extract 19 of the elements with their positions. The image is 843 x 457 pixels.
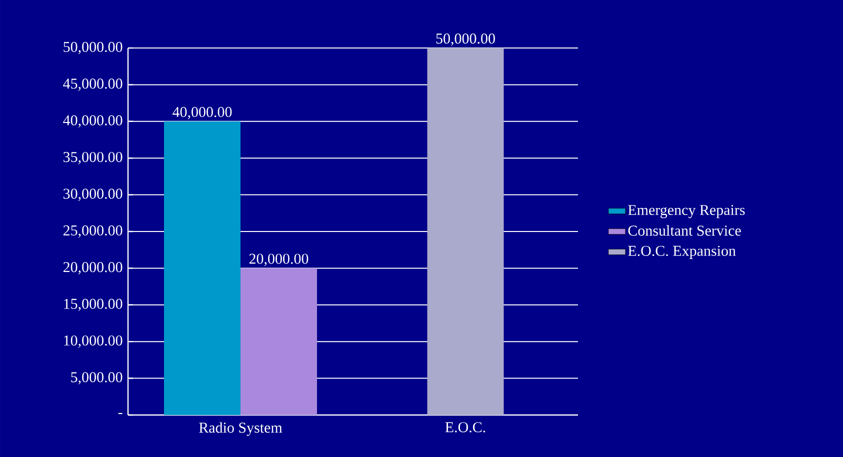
legend-label: E.O.C. Expansion [628, 246, 736, 259]
y-tick-label: 30,000.00 [64, 188, 122, 201]
data-label: 20,000.00 [249, 254, 308, 266]
legend-label: Emergency Repairs [628, 204, 745, 218]
data-label: 40,000.00 [172, 106, 232, 120]
x-tick-label: E.O.C. [445, 422, 486, 432]
y-tick-label: 25,000.00 [63, 225, 122, 238]
data-label: 50,000.00 [436, 34, 495, 46]
y-tick-label: 40,000.00 [63, 115, 122, 128]
y-tick-label: 15,000.00 [64, 298, 122, 312]
y-tick-label: - [118, 412, 122, 414]
y-tick-label: 45,000.00 [63, 78, 122, 91]
y-tick-label: 20,000.00 [63, 262, 122, 274]
legend-label: Consultant Service [628, 225, 741, 236]
y-tick-label: 50,000.00 [64, 42, 122, 54]
y-tick-label: 35,000.00 [64, 152, 122, 164]
y-tick-label: 5,000.00 [71, 372, 122, 384]
x-tick-label: Radio System [199, 422, 282, 436]
y-tick-label: 10,000.00 [64, 335, 122, 348]
